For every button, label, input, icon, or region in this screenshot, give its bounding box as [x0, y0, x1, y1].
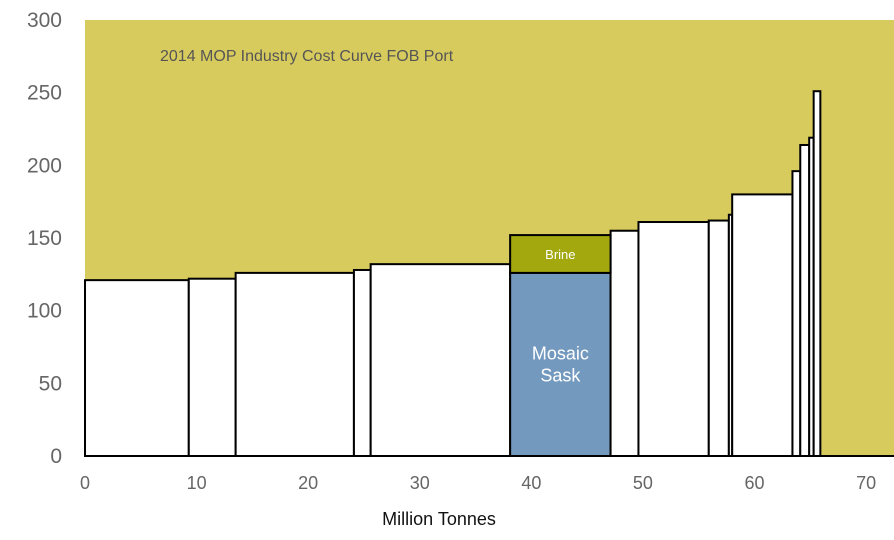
y-tick-labels: 0 50 100 150 200 250 300 — [27, 9, 62, 468]
y-tick-label: 50 — [39, 372, 62, 395]
cost-bar — [187, 277, 237, 457]
y-tick-label: 250 — [27, 82, 62, 105]
x-tick-label: 70 — [856, 473, 876, 493]
x-tick-label: 0 — [80, 473, 90, 493]
bar-label: Mosaic — [532, 343, 589, 363]
cost-bar — [509, 271, 612, 457]
x-tick-label: 10 — [187, 473, 207, 493]
cost-bar — [791, 170, 802, 457]
cost-bar — [609, 229, 640, 457]
cost-bar — [369, 263, 512, 457]
x-tick-label: 40 — [521, 473, 541, 493]
x-tick-labels: 0 10 20 30 40 50 60 70 — [80, 473, 876, 493]
brine-bar — [509, 234, 612, 274]
cost-bar — [234, 271, 355, 457]
cost-bar — [84, 279, 190, 457]
y-tick-label: 200 — [27, 154, 62, 177]
cost-bar — [352, 268, 372, 457]
cost-bar — [707, 219, 730, 457]
x-tick-label: 30 — [410, 473, 430, 493]
cost-bar — [731, 193, 794, 457]
x-tick-label: 20 — [298, 473, 318, 493]
x-tick-label: 50 — [633, 473, 653, 493]
y-tick-label: 150 — [27, 227, 62, 250]
x-axis-label: Million Tonnes — [382, 509, 496, 529]
chart-title: 2014 MOP Industry Cost Curve FOB Port — [160, 48, 454, 65]
brine-label: Brine — [545, 247, 575, 262]
x-tick-label: 60 — [745, 473, 765, 493]
cost-bar — [637, 221, 710, 457]
cost-bar — [799, 143, 811, 457]
cost-bar — [812, 90, 822, 457]
y-tick-label: 300 — [27, 9, 62, 32]
y-tick-label: 100 — [27, 300, 62, 323]
y-tick-label: 0 — [50, 445, 62, 468]
bar-label: Sask — [540, 365, 581, 385]
